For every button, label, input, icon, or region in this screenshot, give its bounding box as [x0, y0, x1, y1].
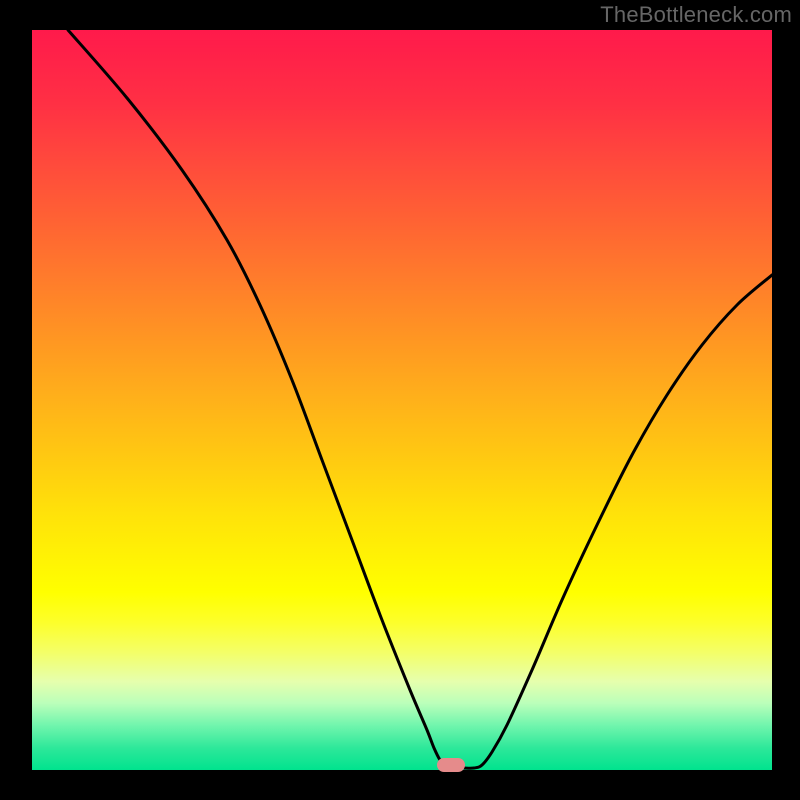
- chart-plot-area: [32, 30, 772, 770]
- watermark-text: TheBottleneck.com: [600, 2, 792, 28]
- bottleneck-curve: [32, 30, 772, 770]
- optimal-marker: [437, 758, 465, 772]
